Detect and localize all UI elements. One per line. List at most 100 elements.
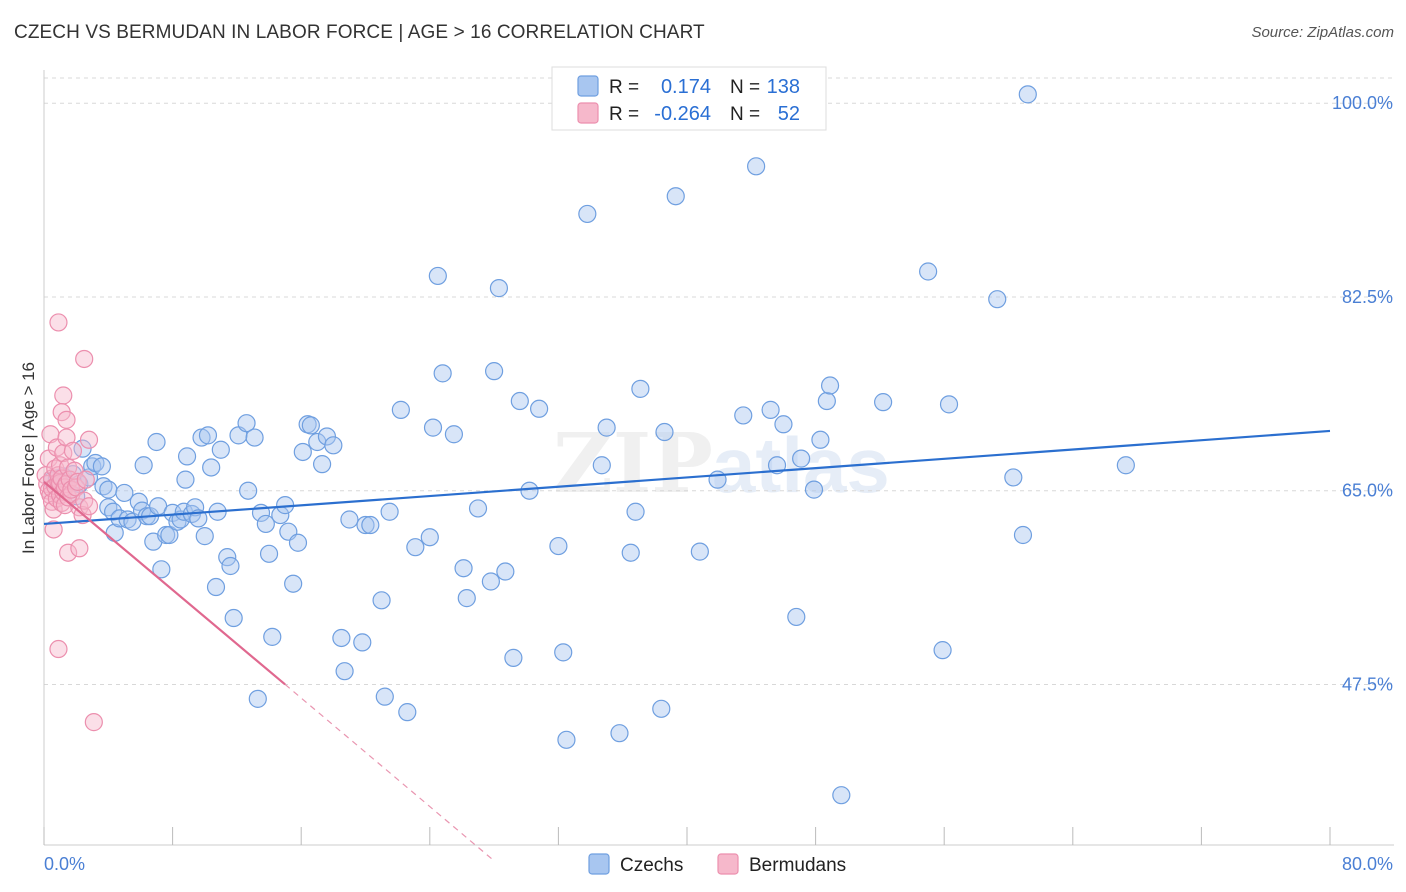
czech-point <box>433 364 452 383</box>
czech-point <box>115 483 134 503</box>
czech-point <box>406 538 425 557</box>
czech-point <box>832 786 851 805</box>
czech-point <box>655 422 674 442</box>
y-tick-label: 100.0% <box>1332 93 1393 113</box>
czech-point <box>324 436 343 455</box>
y-tick-label: 65.0% <box>1342 481 1393 501</box>
czech-point <box>245 428 264 447</box>
czech-point <box>211 440 230 459</box>
czech-point <box>239 481 258 500</box>
czech-point <box>256 514 275 534</box>
czech-point <box>147 432 166 452</box>
watermark-zip: ZIP <box>553 416 713 512</box>
bermudan-point <box>49 313 68 332</box>
chart-source: Source: ZipAtlas.com <box>1251 24 1394 41</box>
bermudan-trend-extension <box>284 684 496 863</box>
y-tick-label: 82.5% <box>1342 287 1393 307</box>
czech-point <box>468 499 488 518</box>
legend-r-label: R = <box>609 77 639 98</box>
czech-point <box>557 730 576 749</box>
czech-point <box>820 376 840 395</box>
y-tick-label: 47.5% <box>1342 674 1393 694</box>
czech-point <box>817 391 836 411</box>
czech-point <box>933 641 952 660</box>
bermudan-point <box>75 491 94 510</box>
czech-point <box>520 481 539 500</box>
czech-point <box>160 525 179 545</box>
czech-point <box>134 456 153 475</box>
czech-point <box>177 447 197 466</box>
czech-point <box>792 449 811 468</box>
czech-point <box>621 543 640 562</box>
bermudan-point <box>49 639 68 659</box>
legend-r-label: R = <box>609 104 639 125</box>
bottom-legend-label-czech: Czechs <box>620 855 683 876</box>
bermudan-point <box>79 497 99 516</box>
czech-point <box>530 399 549 418</box>
czech-point <box>1004 468 1023 487</box>
legend-box: R = 0.174 N = 138 R = -0.264 N = 52 <box>551 66 827 131</box>
bottom-legend: Czechs Bermudans <box>588 853 846 876</box>
czech-point <box>284 574 303 593</box>
czech-point <box>592 456 611 475</box>
czech-point <box>554 643 573 662</box>
czech-point <box>248 689 267 708</box>
czech-point <box>767 456 787 475</box>
czech-point <box>152 560 171 579</box>
czech-point <box>353 633 372 652</box>
czech-point <box>375 687 394 706</box>
czech-point <box>804 480 824 499</box>
chart-title: CZECH VS BERMUDAN IN LABOR FORCE | AGE >… <box>14 22 705 43</box>
czech-point <box>423 418 443 437</box>
czech-point <box>340 510 359 529</box>
czech-point <box>293 442 312 462</box>
legend-n-label: N = <box>730 104 760 125</box>
czech-point <box>811 430 830 449</box>
czech-point <box>372 591 391 610</box>
legend-r-bermudan: -0.264 <box>654 103 711 125</box>
czech-point <box>444 425 464 444</box>
czech-point <box>237 414 256 433</box>
x-tick-label-max: 80.0% <box>1342 854 1393 874</box>
legend-n-label: N = <box>730 77 760 98</box>
czech-point <box>1018 85 1037 104</box>
czech-point <box>734 406 753 425</box>
czech-point <box>332 628 351 648</box>
czech-point <box>747 157 766 176</box>
legend-n-czech: 138 <box>767 76 800 98</box>
czech-point <box>504 648 523 667</box>
czech-point <box>690 542 709 561</box>
bermudan-point <box>76 470 95 489</box>
bottom-legend-swatch-bermudan <box>717 853 739 875</box>
czech-point <box>874 393 893 412</box>
czech-point <box>774 415 793 434</box>
czech-point <box>626 502 645 521</box>
x-tick-marks <box>43 827 1331 845</box>
czech-points <box>42 85 1135 805</box>
czech-point <box>92 457 111 476</box>
czech-point <box>221 556 240 576</box>
czech-point <box>652 699 671 718</box>
x-tick-label-min: 0.0% <box>44 854 85 874</box>
trend-lines <box>43 429 1331 863</box>
czech-point <box>99 480 118 499</box>
czech-point <box>259 544 279 563</box>
czech-point <box>496 562 515 581</box>
bermudan-point <box>59 543 78 562</box>
czech-point <box>549 536 568 556</box>
czech-point <box>380 502 399 521</box>
czech-point <box>198 426 218 445</box>
czech-point <box>428 266 447 286</box>
czech-point <box>398 703 417 722</box>
czech-point <box>202 458 221 477</box>
grid <box>44 77 1394 685</box>
czech-trend-line <box>43 429 1331 526</box>
bermudan-trend-line <box>43 481 286 686</box>
czech-point <box>666 187 685 206</box>
czech-point <box>335 662 354 681</box>
legend-n-bermudan: 52 <box>778 103 800 125</box>
czech-point <box>597 418 616 437</box>
czech-point <box>104 502 123 521</box>
czech-point <box>489 279 509 298</box>
